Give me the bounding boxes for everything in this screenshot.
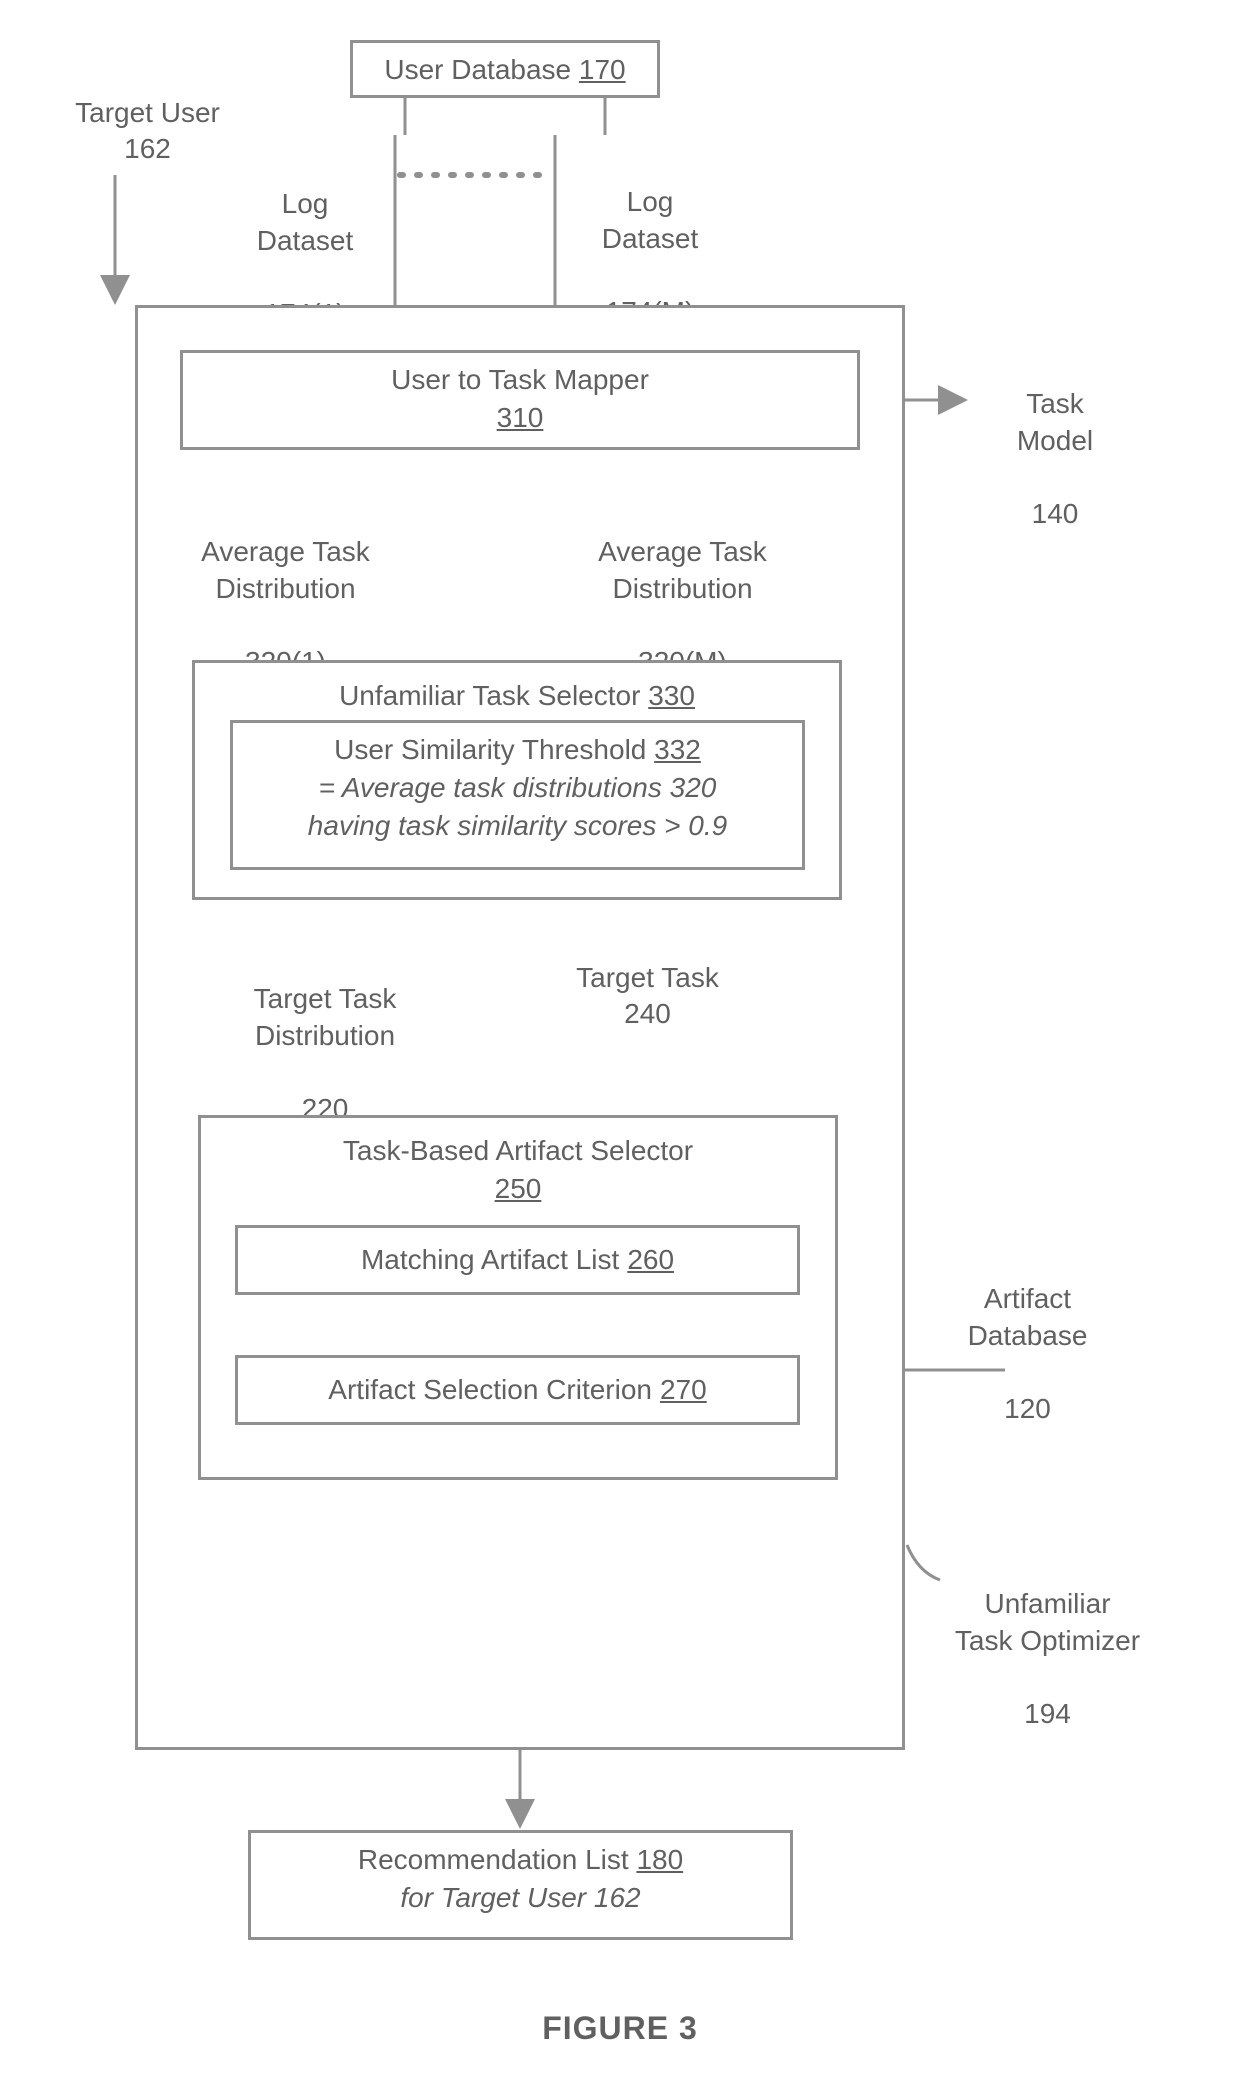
unfamiliar-task-selector-ref: 330 [648,680,695,711]
matching-artifact-list-text: Matching Artifact List [361,1241,619,1279]
task-based-artifact-selector-ref: 250 [495,1173,542,1204]
target-task-ref: 240 [624,998,671,1029]
log-dataset-m-label: Log Dataset 174(M) [575,148,725,330]
avg-task-dist-1-text: Average Task Distribution [201,536,370,603]
artifact-database-ref: 120 [1004,1393,1051,1424]
target-task-dist-text: Target Task Distribution [254,983,397,1050]
task-model-label: Task Model 140 [990,350,1120,532]
artifact-database-text: Artifact Database [968,1283,1088,1350]
target-user-text: Target User [75,97,220,128]
unfamiliar-task-optimizer-ref: 194 [1024,1698,1071,1729]
user-to-task-mapper-box: User to Task Mapper 310 [180,350,860,450]
log-dataset-m-text: Log Dataset [602,186,699,253]
user-database-box: User Database 170 [350,40,660,98]
artifact-selection-criterion-ref: 270 [660,1371,707,1409]
user-similarity-threshold-box: User Similarity Threshold 332 = Average … [230,720,805,870]
figure-label-text: FIGURE 3 [542,2010,698,2046]
target-task-text: Target Task [576,962,719,993]
user-similarity-threshold-ref: 332 [654,734,701,765]
user-similarity-threshold-text: User Similarity Threshold [334,734,646,765]
user-to-task-mapper-text: User to Task Mapper [391,364,649,395]
figure-label: FIGURE 3 [0,2008,1240,2050]
avg-task-dist-m-text: Average Task Distribution [598,536,767,603]
recommendation-list-detail: for Target User 162 [400,1882,640,1913]
matching-artifact-list-ref: 260 [627,1241,674,1279]
recommendation-list-box: Recommendation List 180 for Target User … [248,1830,793,1940]
recommendation-list-text: Recommendation List [358,1844,629,1875]
task-model-ref: 140 [1032,498,1079,529]
unfamiliar-task-optimizer-label: Unfamiliar Task Optimizer 194 [930,1550,1165,1732]
task-model-text: Task Model [1017,388,1093,455]
task-based-artifact-selector-text: Task-Based Artifact Selector [343,1135,693,1166]
user-database-label: User Database [384,54,571,85]
user-to-task-mapper-ref: 310 [497,402,544,433]
artifact-database-label: Artifact Database 120 [945,1245,1110,1427]
target-user-label: Target User 162 [55,95,240,168]
unfamiliar-task-selector-text: Unfamiliar Task Selector [339,680,640,711]
avg-task-dist-1-label: Average Task Distribution 320(1) [178,498,393,680]
recommendation-list-ref: 180 [636,1844,683,1875]
avg-task-dist-m-label: Average Task Distribution 320(M) [575,498,790,680]
log-dataset-1-text: Log Dataset [257,188,354,255]
artifact-selection-criterion-text: Artifact Selection Criterion [328,1371,652,1409]
target-task-label: Target Task 240 [550,960,745,1033]
target-task-dist-label: Target Task Distribution 220 [225,945,425,1127]
user-database-ref: 170 [579,54,626,85]
artifact-selection-criterion-box: Artifact Selection Criterion 270 [235,1355,800,1425]
target-user-ref: 162 [124,133,171,164]
task-based-artifact-selector-box: Task-Based Artifact Selector 250 [198,1115,838,1480]
matching-artifact-list-box: Matching Artifact List 260 [235,1225,800,1295]
unfamiliar-task-optimizer-text: Unfamiliar Task Optimizer [955,1588,1140,1655]
user-similarity-threshold-detail: = Average task distributions 320 having … [308,772,727,841]
